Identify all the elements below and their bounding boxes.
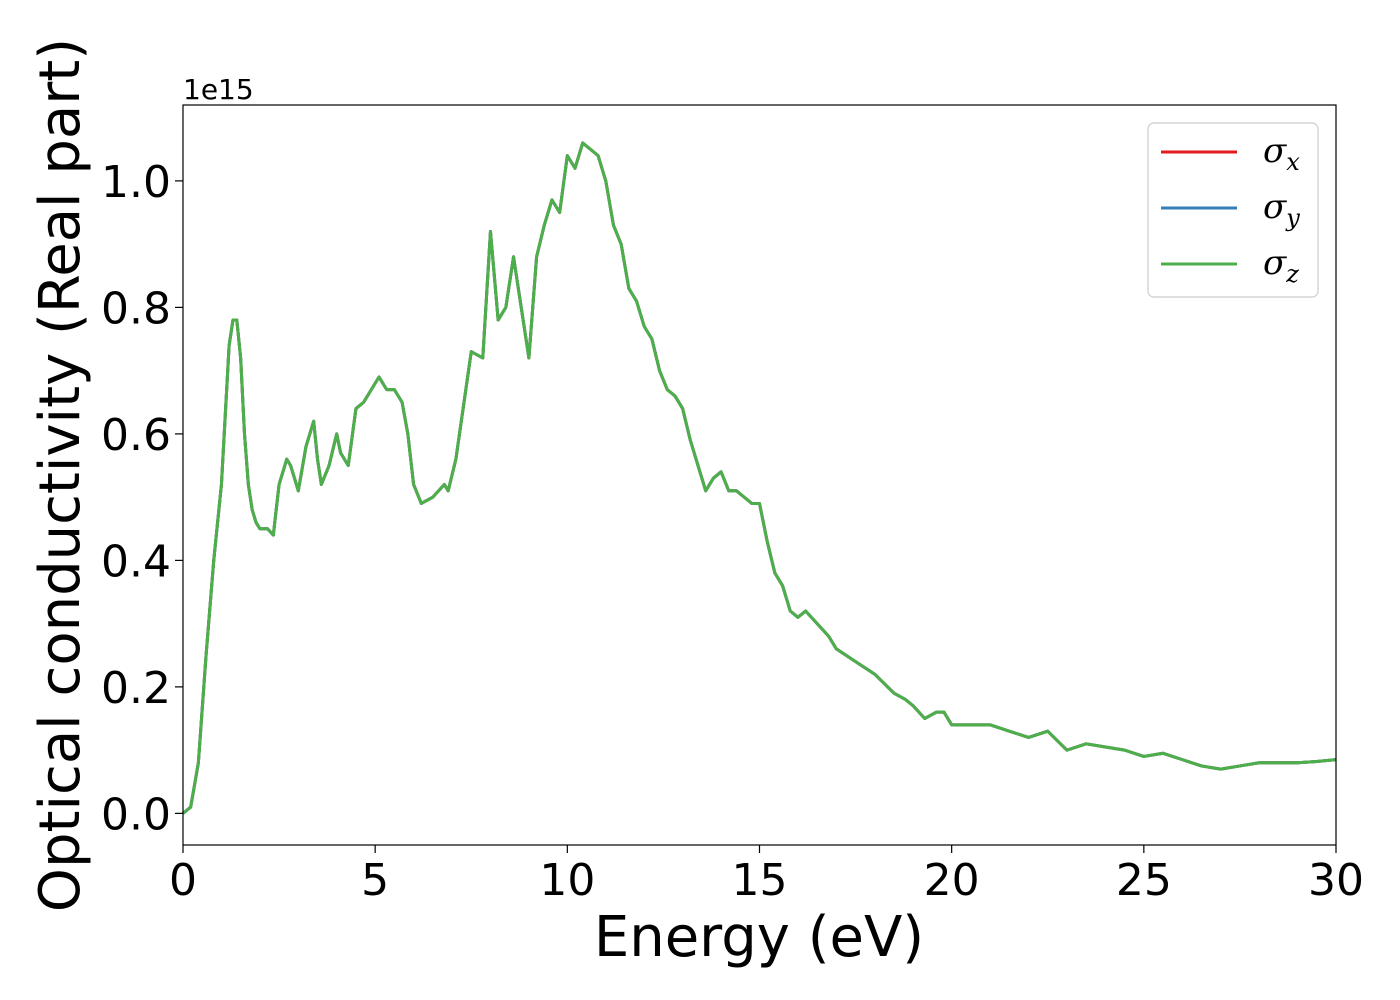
series-layer	[182, 141, 1337, 815]
legend-label-y: σy	[1263, 187, 1300, 232]
y-axis-ticks: 0.0 0.2 0.4 0.6 0.8 1.0	[101, 157, 183, 840]
x-tick-label: 0	[169, 855, 197, 906]
legend: σx σy σz	[1147, 122, 1319, 298]
y-offset-label: 1e15	[183, 73, 254, 106]
y-tick-label: 0.6	[101, 410, 171, 461]
series-line-z	[182, 141, 1337, 815]
legend-label-x: σx	[1263, 131, 1300, 176]
x-tick-label: 5	[361, 855, 389, 906]
y-tick-label: 0.0	[101, 789, 171, 840]
x-axis-title: Energy (eV)	[594, 905, 924, 970]
y-tick-label: 1.0	[101, 157, 171, 208]
y-tick-label: 0.8	[101, 283, 171, 334]
y-tick-label: 0.4	[101, 536, 171, 587]
legend-box	[1147, 122, 1319, 298]
x-tick-label: 10	[539, 855, 595, 906]
y-tick-label: 0.2	[101, 663, 171, 714]
x-tick-label: 25	[1116, 855, 1172, 906]
x-tick-label: 30	[1308, 855, 1364, 906]
legend-label-z: σz	[1263, 243, 1299, 288]
y-axis-title: Optical conductivity (Real part)	[28, 38, 93, 912]
x-tick-label: 20	[924, 855, 980, 906]
x-tick-label: 15	[732, 855, 788, 906]
x-axis-ticks: 0 5 10 15 20 25 30	[169, 845, 1364, 906]
